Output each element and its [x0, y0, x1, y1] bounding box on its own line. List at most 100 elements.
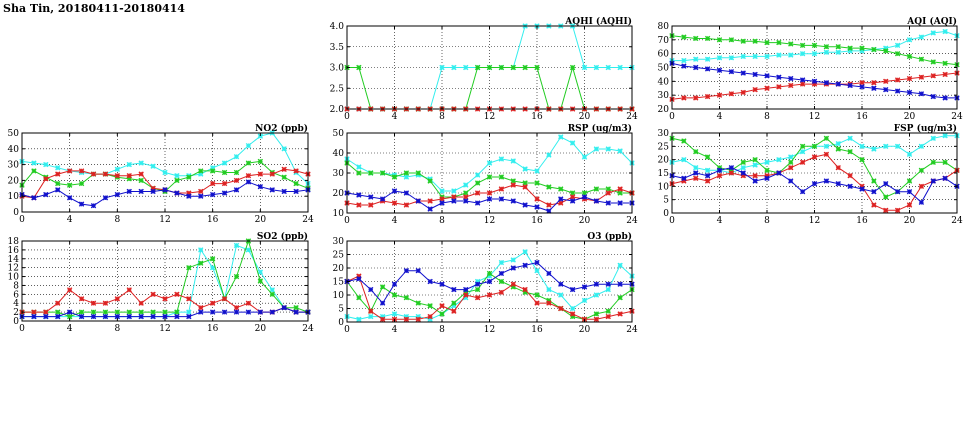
aqi-x-tick-label: 12: [809, 112, 820, 122]
so2-red-point: [198, 304, 204, 311]
aqi-blue-point: [764, 73, 770, 79]
no2-green-point: [31, 168, 37, 174]
rsp-blue-point: [356, 192, 362, 198]
aqi-y-tick-label: 30: [658, 91, 670, 101]
o3-cyan-point: [605, 286, 611, 293]
no2-green-point: [293, 180, 299, 187]
fsp-blue-point: [788, 178, 794, 184]
o3-blue-point: [356, 276, 362, 282]
fsp-cyan-point: [823, 143, 830, 150]
no2-green-point: [281, 174, 287, 180]
fsp-cyan-point: [883, 143, 889, 150]
o3-cyan-point: [368, 313, 374, 320]
so2-title: SO2 (ppb): [257, 231, 308, 242]
rsp-blue-point: [534, 204, 540, 210]
fsp-cyan-point: [752, 162, 758, 168]
so2-blue-point: [257, 309, 264, 315]
o3-blue-point: [368, 286, 374, 293]
rsp-red-point: [463, 194, 469, 200]
aqi-cyan-point: [930, 30, 936, 36]
rsp-green-point: [486, 174, 493, 180]
o3-blue-point: [498, 270, 505, 277]
aqi-blue-point: [942, 95, 948, 101]
o3-cyan-point: [593, 292, 600, 298]
aqhi-x-tick-label: 24: [626, 112, 638, 122]
aqi-red-point: [764, 85, 770, 91]
o3-x-tick-label: 24: [626, 325, 638, 335]
aqhi-cyan-point: [617, 64, 623, 71]
so2-green-point: [102, 309, 109, 315]
fsp-cyan-point: [776, 156, 782, 163]
no2-cyan-point: [55, 165, 61, 171]
aqhi-green-point: [474, 64, 481, 71]
fsp-blue-point: [752, 178, 758, 184]
fsp-cyan-point: [835, 140, 841, 147]
rsp-cyan-point: [534, 168, 540, 174]
aqi-green-point: [799, 42, 806, 49]
o3-y-tick-label: 5: [338, 305, 344, 315]
aqi-green-point: [906, 53, 913, 60]
o3-green-point: [391, 292, 398, 298]
o3-blue-point: [617, 281, 623, 287]
rsp-blue-point: [486, 196, 493, 202]
fsp-cyan-point: [693, 164, 699, 171]
rsp-blue-point: [558, 196, 564, 202]
so2-blue-point: [293, 309, 299, 315]
fsp-green-point: [752, 156, 758, 163]
no2-y-tick-label: 0: [13, 208, 19, 218]
aqi-cyan-point: [728, 55, 735, 61]
o3-x-tick-label: 4: [392, 325, 398, 335]
rsp-blue-point: [427, 206, 433, 212]
fsp-red-point: [894, 207, 901, 214]
rsp-chart: RSP (ug/m3) 0 4 8 12 16 20 24 10 20 30 40 50: [333, 123, 638, 226]
rsp-green-point: [605, 186, 611, 192]
rsp-red-point: [451, 194, 457, 200]
rsp-x-tick-label: 4: [392, 216, 398, 226]
fsp-blue-point: [883, 180, 889, 187]
so2-blue-point: [66, 309, 73, 315]
o3-red-point: [403, 316, 410, 322]
so2-blue-point: [221, 309, 228, 315]
rsp-cyan-point: [522, 166, 528, 172]
fsp-red-point: [693, 175, 699, 182]
no2-cyan-point: [162, 169, 168, 176]
rsp-red-point: [439, 196, 445, 202]
no2-x-tick-label: 12: [159, 215, 170, 225]
rsp-green-point: [474, 180, 481, 186]
fsp-x-tick-label: 24: [951, 216, 963, 226]
so2-red-point: [221, 296, 228, 302]
fsp-green-point: [823, 135, 830, 142]
aqhi-green-point: [356, 64, 362, 71]
no2-cyan-point: [281, 146, 287, 152]
no2-blue-point: [126, 188, 132, 195]
aqi-red-point: [752, 86, 758, 93]
fsp-green-point: [764, 167, 770, 174]
fsp-blue-point: [871, 188, 877, 195]
rsp-y-tick-label: 10: [333, 209, 345, 219]
rsp-green-point: [498, 174, 505, 180]
no2-blue-point: [221, 190, 228, 196]
aqhi-green-point: [510, 64, 516, 71]
aqi-green-point: [883, 48, 889, 54]
so2-blue-point: [269, 309, 275, 315]
fsp-x-tick-label: 12: [809, 216, 820, 226]
aqi-x-tick-label: 16: [856, 112, 868, 122]
aqi-green-point: [788, 41, 794, 47]
aqi-cyan-point: [811, 50, 818, 57]
so2-red-point: [66, 287, 73, 293]
so2-green-point: [174, 309, 180, 315]
rsp-title: RSP (ug/m3): [568, 123, 632, 134]
o3-red-point: [534, 300, 540, 306]
aqi-green-point: [693, 35, 699, 42]
aqi-blue-point: [918, 91, 925, 97]
o3-blue-point: [463, 286, 469, 293]
o3-y-tick-label: 25: [333, 251, 345, 261]
so2-cyan-point: [186, 309, 192, 315]
fsp-blue-point: [693, 170, 699, 176]
o3-green-point: [439, 311, 445, 317]
o3-red-point: [522, 286, 528, 293]
no2-chart: NO2 (ppb) 0 4 8 12 16 20 24 0 10 20 30 40 50: [8, 123, 314, 225]
so2-blue-point: [281, 304, 287, 311]
fsp-red-point: [823, 151, 830, 158]
fsp-red-point: [835, 164, 841, 171]
